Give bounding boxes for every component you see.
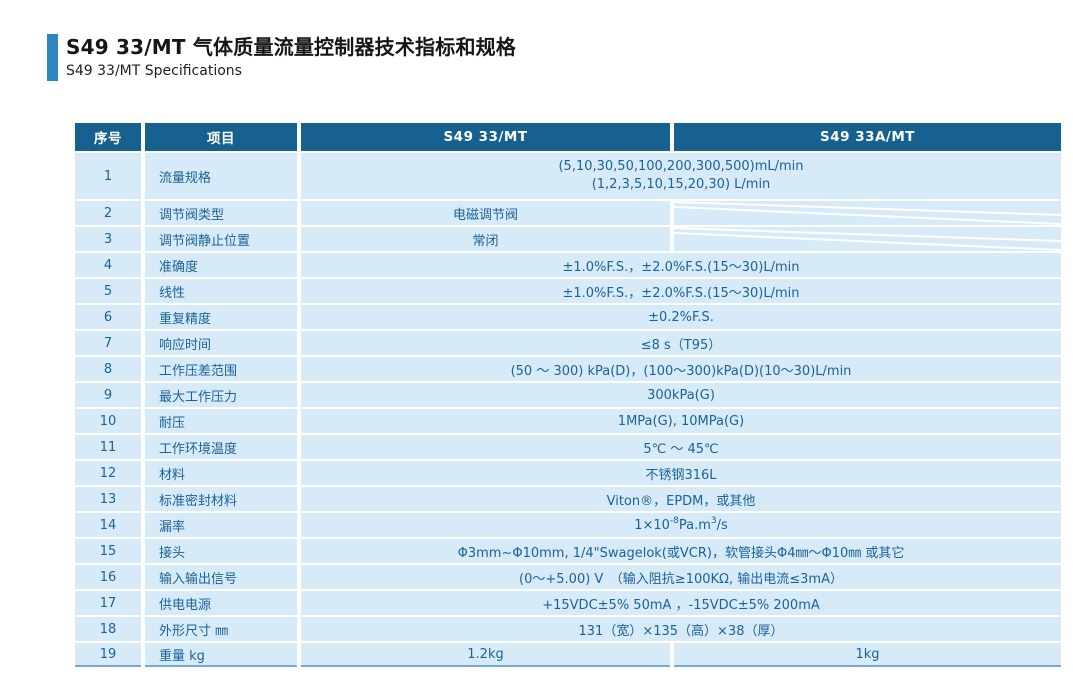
spec-table: 序号 项目 S49 33/MT S49 33A/MT 1 流量规格 (5,10,…	[75, 123, 1061, 667]
row-item: 流量规格	[145, 153, 297, 199]
row-no: 1	[75, 153, 141, 199]
row-no: 16	[75, 565, 141, 589]
row-no: 7	[75, 331, 141, 355]
row-item: 准确度	[145, 253, 297, 277]
weight-model-b: 1kg	[674, 643, 1061, 667]
col-header-item: 项目	[145, 123, 297, 151]
row-item: 输入输出信号	[145, 565, 297, 589]
row-no: 13	[75, 487, 141, 511]
row-item: 漏率	[145, 513, 297, 537]
doc-header: S49 33/MT 气体质量流量控制器技术指标和规格 S49 33/MT Spe…	[47, 34, 516, 81]
col-header-model-a: S49 33/MT	[301, 123, 670, 151]
row-no: 2	[75, 201, 141, 225]
row-no: 5	[75, 279, 141, 303]
row-item: 响应时间	[145, 331, 297, 355]
row-value: ≤8 s（T95）	[301, 331, 1061, 355]
row-value: 131（宽）×135（高）×38（厚）	[301, 617, 1061, 641]
row-no: 11	[75, 435, 141, 459]
row-item: 标准密封材料	[145, 487, 297, 511]
row-value: ±0.2%F.S.	[301, 305, 1061, 329]
row-value: 5℃ ～ 45℃	[301, 435, 1061, 459]
row-item: 调节阀类型	[145, 201, 297, 225]
page-subtitle: S49 33/MT Specifications	[66, 63, 242, 79]
row-value: 1MPa(G), 10MPa(G)	[301, 409, 1061, 433]
col-header-no: 序号	[75, 123, 141, 151]
row-no: 8	[75, 357, 141, 381]
row-value: ±1.0%F.S.，±2.0%F.S.(15～30)L/min	[301, 253, 1061, 277]
row-item: 重复精度	[145, 305, 297, 329]
row-no: 12	[75, 461, 141, 485]
weight-model-a: 1.2kg	[301, 643, 670, 667]
diagonal-strike-icon	[674, 227, 1061, 251]
row-no: 15	[75, 539, 141, 563]
row-item: 最大工作压力	[145, 383, 297, 407]
flow-range-l: (1,2,3,5,10,15,20,30) L/min	[591, 177, 771, 192]
page-title: S49 33/MT 气体质量流量控制器技术指标和规格	[66, 35, 517, 59]
row-item: 耐压	[145, 409, 297, 433]
row-value: (5,10,30,50,100,200,300,500)mL/min (1,2,…	[301, 153, 1061, 199]
row-value: Φ3mm~Φ10mm, 1/4"Swagelok(或VCR)，软管接头Φ4㎜～Φ…	[301, 539, 1061, 563]
row-no: 6	[75, 305, 141, 329]
flow-range-ml: (5,10,30,50,100,200,300,500)mL/min	[558, 159, 804, 174]
row-value: (0～+5.00) V （输入阻抗≥100KΩ, 输出电流≤3mA）	[301, 565, 1061, 589]
row-no: 14	[75, 513, 141, 537]
row-value-model-a: 电磁调节阀	[301, 201, 670, 225]
row-no: 3	[75, 227, 141, 251]
leak-rate-unit: Pa.m	[678, 517, 711, 533]
row-value: (50 ～ 300) kPa(D)，(100～300)kPa(D)(10～30)…	[301, 357, 1061, 381]
leak-rate-value: 1×10 -8 Pa.m 3/s	[301, 513, 1061, 537]
diagonal-strike-icon	[674, 201, 1061, 225]
row-no: 17	[75, 591, 141, 615]
row-no: 4	[75, 253, 141, 277]
row-no: 19	[75, 643, 141, 667]
row-no: 10	[75, 409, 141, 433]
row-value: ±1.0%F.S.，±2.0%F.S.(15～30)L/min	[301, 279, 1061, 303]
row-item: 工作压差范围	[145, 357, 297, 381]
row-value: +15VDC±5% 50mA ，-15VDC±5% 200mA	[301, 591, 1061, 615]
na-cell-crossed	[674, 227, 1061, 251]
row-item: 工作环境温度	[145, 435, 297, 459]
row-item: 线性	[145, 279, 297, 303]
row-item: 调节阀静止位置	[145, 227, 297, 251]
row-item: 重量 kg	[145, 643, 297, 667]
row-item: 接头	[145, 539, 297, 563]
leak-rate-tail: /s	[716, 517, 728, 533]
row-no: 18	[75, 617, 141, 641]
row-value: 不锈钢316L	[301, 461, 1061, 485]
title-accent-bar	[47, 34, 58, 81]
na-cell-crossed	[674, 201, 1061, 225]
leak-rate-base: 1×10	[634, 517, 670, 533]
row-value: 300kPa(G)	[301, 383, 1061, 407]
col-header-model-b: S49 33A/MT	[674, 123, 1061, 151]
row-no: 9	[75, 383, 141, 407]
row-value-model-a: 常闭	[301, 227, 670, 251]
row-item: 供电电源	[145, 591, 297, 615]
row-item: 材料	[145, 461, 297, 485]
row-value: Viton®，EPDM，或其他	[301, 487, 1061, 511]
row-item: 外形尺寸 ㎜	[145, 617, 297, 641]
